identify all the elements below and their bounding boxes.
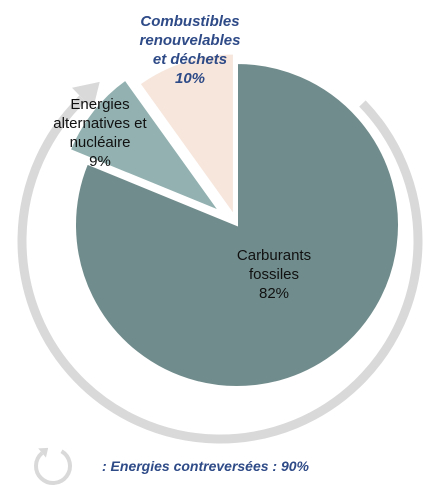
pie-slices: [68, 52, 400, 388]
slice-label-line: renouvelables: [140, 32, 241, 49]
slice-labels: Carburants fossiles 82% Energies alternative…: [53, 13, 311, 302]
cycle-arrow-layer: [17, 81, 423, 444]
slice-label-line: Carburants: [237, 247, 311, 264]
slice-label-line: fossiles: [249, 266, 299, 283]
cycle-arrow-head: [72, 81, 100, 110]
legend-text: : Energies contreversées : 90%: [102, 458, 310, 474]
slice-label-line: alternatives et: [53, 115, 147, 132]
legend-arrow-head: [38, 447, 49, 458]
slice-label-line: 10%: [175, 70, 205, 87]
slice-label-line: 82%: [259, 285, 289, 302]
slice-label-line: Energies: [70, 96, 129, 113]
slice-label-line: 9%: [89, 153, 111, 170]
slice-label-line: Combustibles: [140, 13, 239, 30]
slice-label-line: et déchets: [153, 51, 227, 68]
legend: : Energies contreversées : 90%: [34, 447, 310, 485]
cycle-arrow-legend-icon: [34, 447, 72, 485]
legend-arrow-arc: [34, 449, 72, 485]
cycle-arrow-arc: [17, 95, 423, 444]
slice-carburants-fossiles: [74, 61, 400, 388]
slice-energies-alternatives: [68, 78, 223, 214]
slice-label-line: nucléaire: [70, 134, 131, 151]
slice-combustibles-renouvelables: [138, 52, 235, 219]
